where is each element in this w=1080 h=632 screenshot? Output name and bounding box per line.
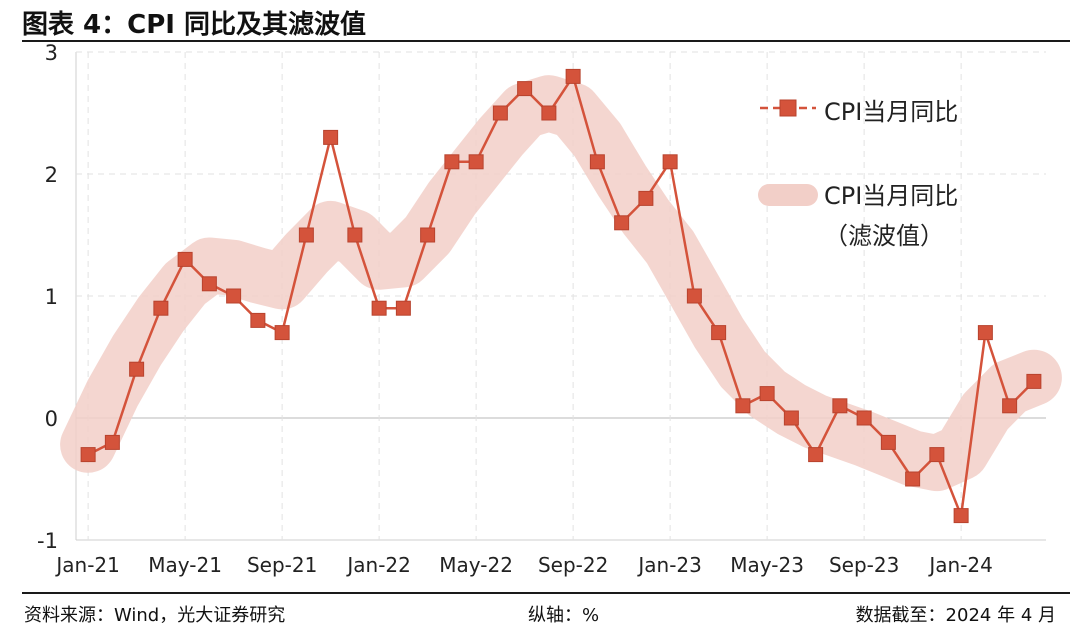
legend-line-label: CPI当月同比: [824, 98, 959, 126]
filter-band-path: [60, 75, 1062, 492]
cpi-point: [541, 105, 557, 121]
source-note: 资料来源：Wind，光大证券研究: [24, 605, 286, 626]
legend-line-marker-icon: [760, 99, 816, 117]
x-tick-label: May-21: [148, 553, 222, 577]
cpi-point: [1026, 373, 1042, 389]
x-tick-label: Jan-21: [54, 553, 120, 577]
cpi-point: [492, 105, 508, 121]
cpi-point: [395, 300, 411, 316]
cpi-point: [129, 361, 145, 377]
cpi-point: [783, 410, 799, 426]
cpi-point: [347, 227, 363, 243]
cpi-point: [153, 300, 169, 316]
x-tick-label: Sep-21: [247, 553, 317, 577]
cpi-point: [614, 215, 630, 231]
cpi-point: [638, 190, 654, 206]
x-tick-label: Sep-22: [538, 553, 608, 577]
y-tick-label: -1: [37, 529, 58, 553]
cpi-point: [686, 288, 702, 304]
cpi-point: [977, 325, 993, 341]
cpi-point: [468, 154, 484, 170]
cpi-point: [565, 68, 581, 84]
cpi-point: [929, 447, 945, 463]
chart-title: 图表 4：CPI 同比及其滤波值: [22, 10, 367, 40]
cpi-point: [662, 154, 678, 170]
y-tick-label: 0: [45, 407, 58, 431]
x-tick-label: May-23: [730, 553, 804, 577]
cpi-point: [226, 288, 242, 304]
footer-rule: [22, 592, 1070, 594]
axis-unit-note: 纵轴：%: [528, 605, 600, 626]
y-tick-label: 1: [45, 285, 58, 309]
y-tick-label: 2: [45, 163, 58, 187]
cpi-point: [371, 300, 387, 316]
cpi-point: [832, 398, 848, 414]
cpi-point: [880, 434, 896, 450]
cpi-point: [1002, 398, 1018, 414]
filter-band: [60, 75, 1062, 492]
cpi-point: [104, 434, 120, 450]
cpi-point: [444, 154, 460, 170]
cpi-point: [735, 398, 751, 414]
cpi-point: [711, 325, 727, 341]
cpi-point: [589, 154, 605, 170]
cpi-point: [201, 276, 217, 292]
x-tick-label: May-22: [439, 553, 513, 577]
x-tick-label: Jan-23: [636, 553, 702, 577]
cpi-point: [856, 410, 872, 426]
cpi-point: [177, 251, 193, 267]
legend-band-label: CPI当月同比: [824, 182, 959, 210]
cpi-line-path: [87, 75, 1035, 517]
legend-band-icon: [758, 184, 818, 206]
legend-band-sublabel: （滤波值）: [824, 222, 944, 250]
cpi-point: [808, 447, 824, 463]
cpi-series: [80, 68, 1042, 524]
cpi-point: [80, 447, 96, 463]
cpi-point: [759, 386, 775, 402]
cpi-chart: -1 0 1 2 3 Jan-21 May-21 Sep-21 Jan-22 May-22 Sep-…: [37, 41, 1062, 577]
cpi-point: [420, 227, 436, 243]
x-tick-label: Sep-23: [829, 553, 899, 577]
title-rule: [22, 40, 1070, 42]
cpi-point: [274, 325, 290, 341]
data-date-note: 数据截至：2024 年 4 月: [855, 605, 1056, 626]
cpi-point: [250, 312, 266, 328]
x-tick-label: Jan-22: [345, 553, 411, 577]
cpi-point: [517, 81, 533, 97]
x-tick-label: Jan-24: [927, 553, 993, 577]
y-tick-label: 3: [45, 41, 58, 65]
cpi-point: [905, 471, 921, 487]
cpi-point: [323, 129, 339, 145]
cpi-point: [953, 508, 969, 524]
axis-labels: -1 0 1 2 3 Jan-21 May-21 Sep-21 Jan-22 May-22 Sep-…: [37, 41, 993, 577]
cpi-point: [298, 227, 314, 243]
